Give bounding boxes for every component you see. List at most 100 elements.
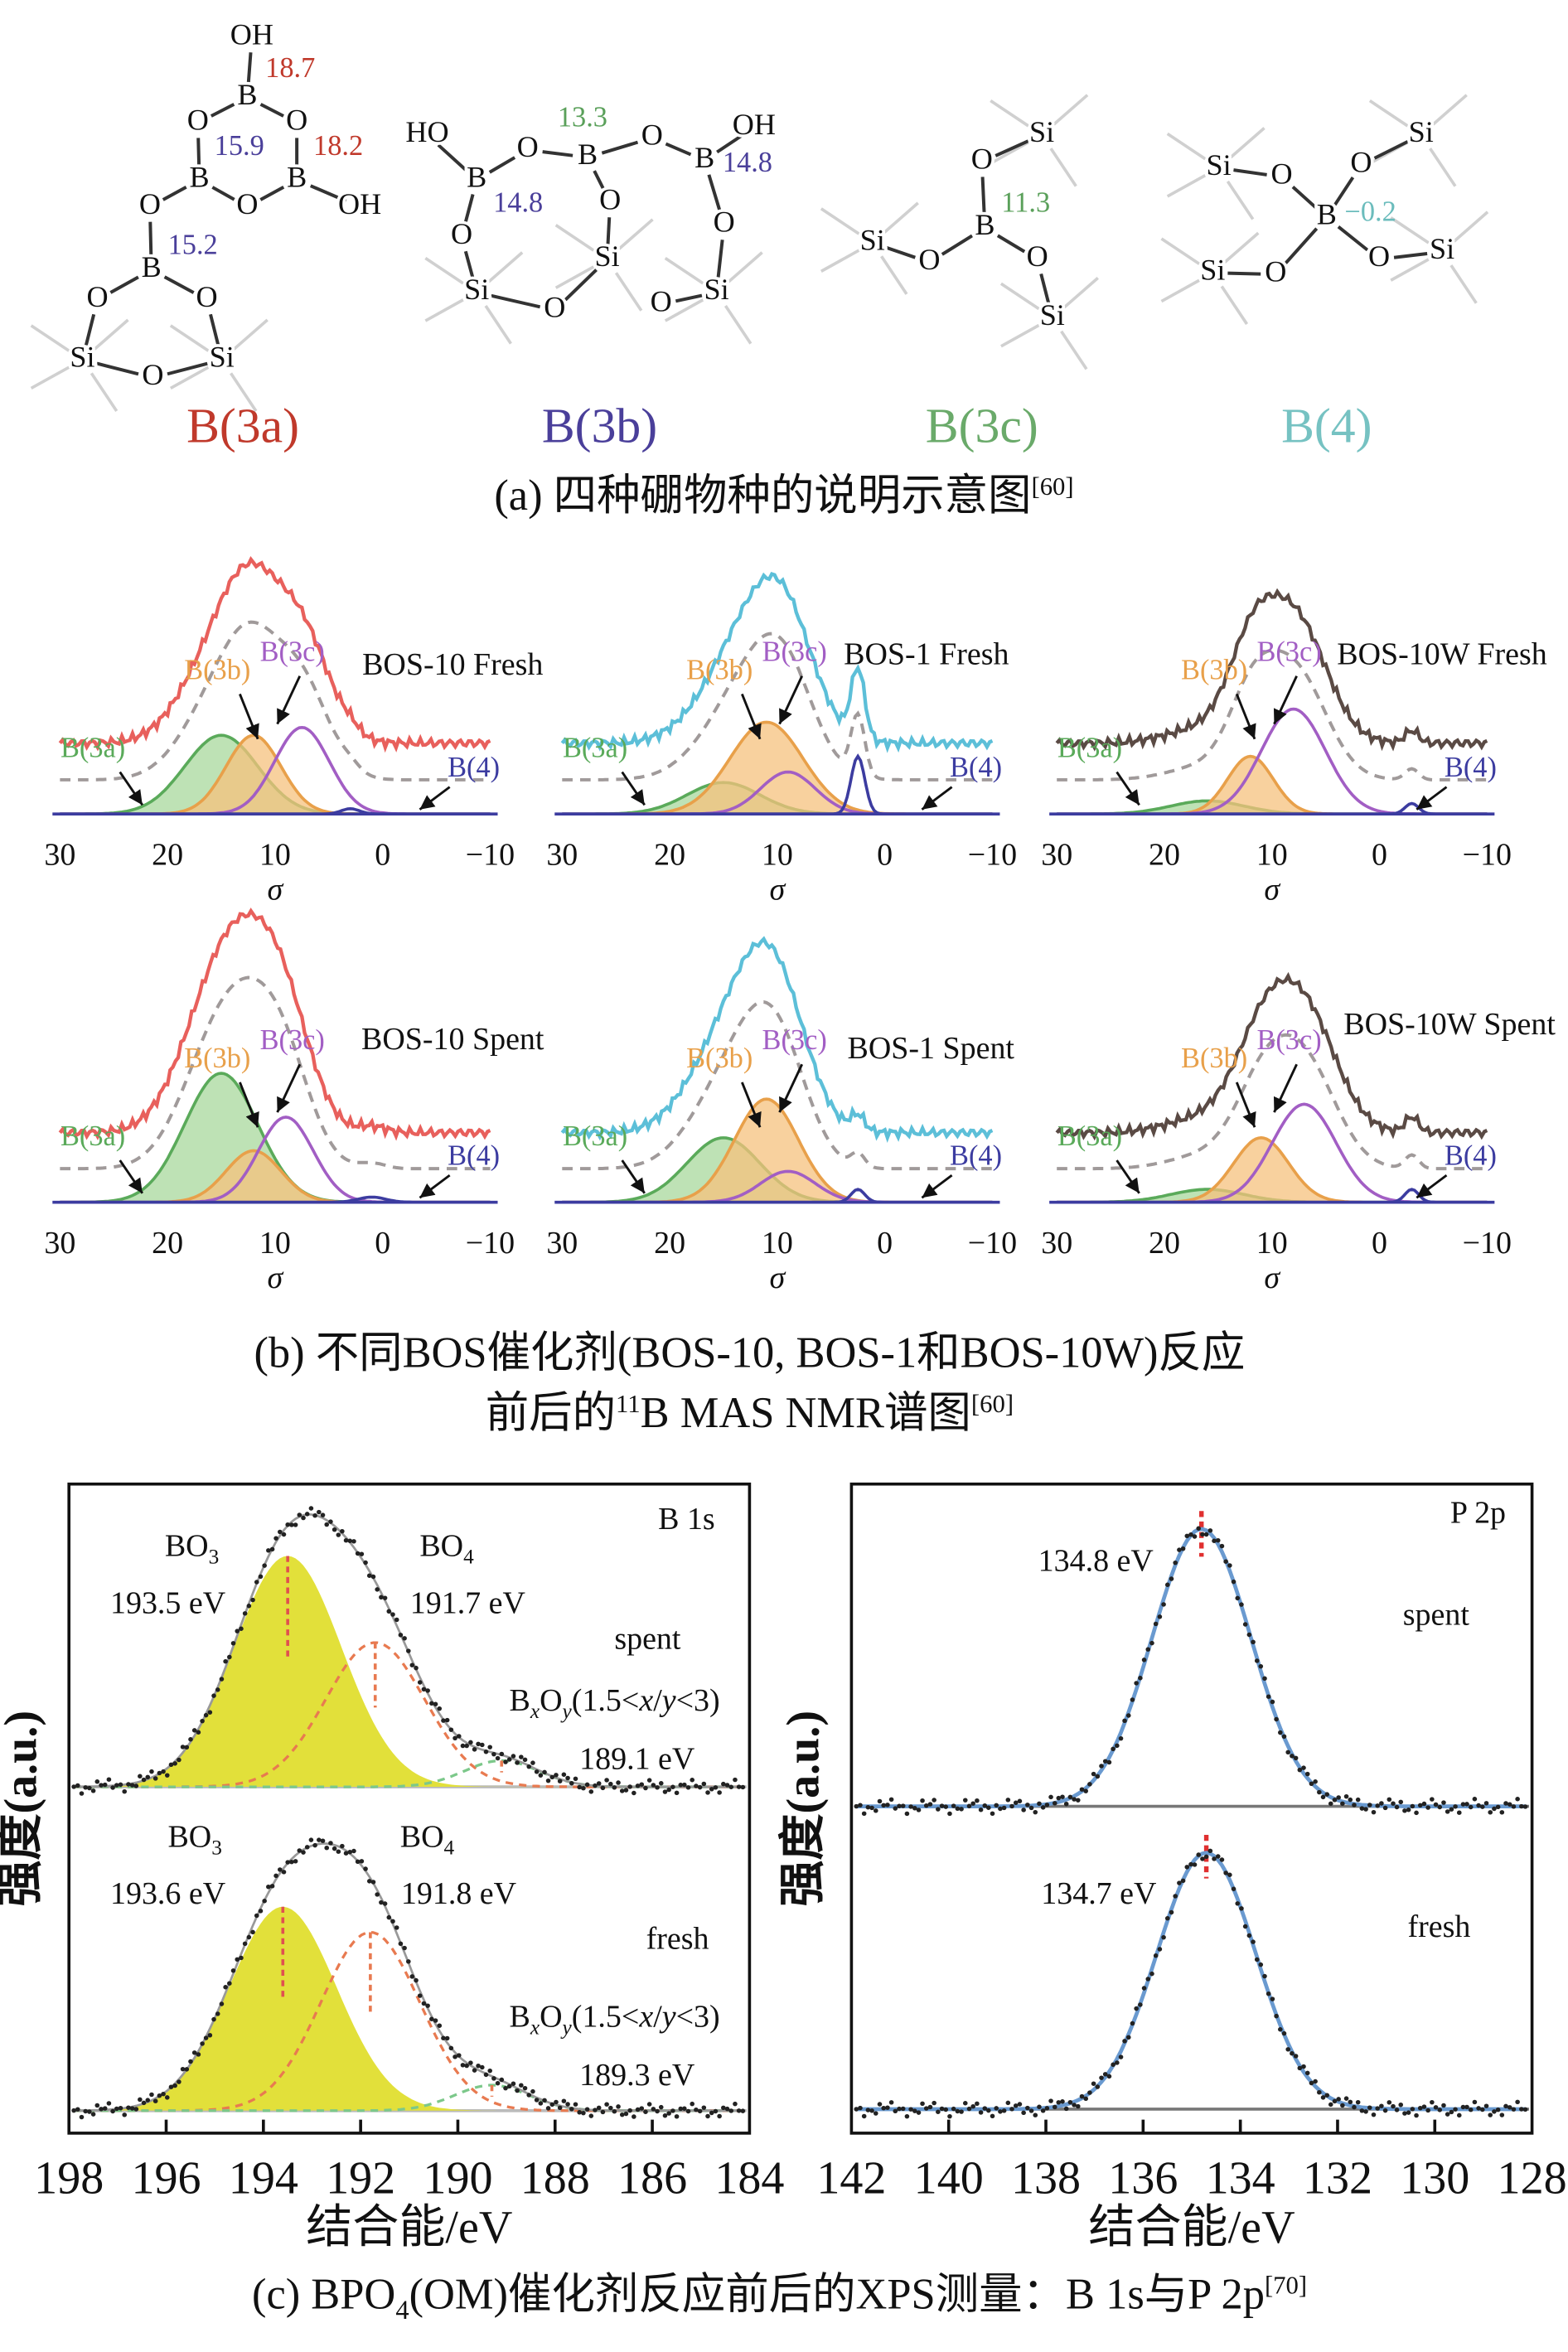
component-label: B(4) [950, 1140, 1002, 1171]
substituent-bond [1000, 323, 1040, 348]
component-label: B(4) [1445, 752, 1497, 783]
atom-o: O [544, 291, 565, 324]
bond [163, 275, 195, 294]
substituent-bond [554, 265, 595, 289]
atom-o: O [1270, 157, 1292, 191]
bond [1039, 273, 1051, 304]
substituent-bond [1368, 99, 1409, 128]
atom-oh: OH [733, 108, 776, 141]
atom-si: Si [1206, 148, 1231, 181]
x-tick-label: −10 [968, 838, 1017, 873]
spectrum-state-label: fresh [646, 1921, 709, 1956]
bond [162, 185, 187, 201]
x-tick-label: 30 [44, 1226, 75, 1261]
x-tick-label: 30 [1041, 838, 1072, 873]
substituent-bond [424, 298, 464, 322]
peak-energy-label: 189.1 eV [579, 1741, 694, 1776]
component-label: B(4) [1445, 1140, 1497, 1171]
bond [1373, 140, 1409, 160]
bond [148, 221, 153, 255]
x-tick-label: 186 [617, 2152, 687, 2204]
peak-name-part: y [659, 1683, 676, 1718]
bond [437, 143, 467, 172]
experimental-spectrum-line [1055, 971, 1488, 1141]
bond [1333, 176, 1355, 206]
substituent-bond [169, 365, 210, 390]
component-label: B(3c) [260, 1024, 325, 1056]
x-tick-label: 20 [1149, 838, 1180, 873]
x-tick-label: −10 [466, 838, 515, 873]
substituent-bond [1429, 148, 1457, 187]
component-label: B(3a) [563, 1120, 627, 1152]
pointer-arrow [239, 693, 259, 740]
atom-o: O [1027, 240, 1048, 273]
data-points [854, 1848, 1528, 2119]
component-label: B(3a) [563, 732, 627, 763]
x-tick-label: 0 [375, 838, 390, 873]
plot-title: P 2p [1450, 1496, 1506, 1531]
peak-name: BO [419, 1529, 463, 1564]
atom-o: O [918, 243, 940, 276]
component-label: B(3c) [762, 636, 827, 668]
component-label: B(3b) [1181, 1043, 1247, 1074]
peak-name-part: B [510, 1683, 530, 1718]
x-tick-label: 10 [1256, 1226, 1288, 1261]
substituent-bond [1160, 237, 1201, 265]
x-tick-label: 20 [1149, 1226, 1180, 1261]
atom-oh: OH [230, 18, 273, 51]
caption-c-sub: 4 [395, 2296, 409, 2325]
atom-o: O [187, 104, 209, 137]
peak-name-part: y [659, 1999, 676, 2034]
chemical-shift-label: 15.9 [215, 130, 264, 162]
atom-si: Si [594, 240, 619, 273]
atom-o: O [87, 280, 109, 313]
x-tick-label: 30 [1041, 1226, 1072, 1261]
spectrum-state-label: spent [614, 1622, 681, 1657]
substituent-bond [664, 298, 704, 322]
peak-name-label: BO4 [419, 1529, 474, 1569]
caption-a-text: (a) 四种硼物种的说明示意图 [494, 472, 1031, 520]
x-tick-label: 30 [546, 838, 578, 873]
bond [488, 156, 516, 174]
x-tick-label: 192 [326, 2152, 395, 2204]
bond [707, 174, 722, 211]
nmr-plot-bos-10-spent: 30 20 10 0 −10 σ BOS-10 Spent B(3a) B(3b) B(3c) B(… [44, 907, 544, 1295]
peak-energy-label: 191.8 eV [401, 1876, 516, 1911]
fit-envelope-line [1057, 1033, 1488, 1171]
x-axis-label: σ [769, 872, 786, 907]
peak-name-subscript: 4 [463, 1546, 474, 1569]
pointer-arrow [119, 1159, 144, 1194]
peak-name-label: BO4 [400, 1819, 455, 1859]
peak-name-label: BO3 [167, 1819, 221, 1859]
chemical-shift-label: 15.2 [168, 229, 218, 260]
x-axis-label: 结合能/eV [1088, 2202, 1295, 2253]
x-axis-label: σ [769, 1261, 786, 1295]
x-axis-label: σ [268, 872, 284, 907]
bond [1393, 252, 1428, 259]
caption-b-pre: 前后的 [486, 1389, 616, 1437]
x-tick-label: 138 [1011, 2152, 1081, 2204]
atom-b: B [142, 250, 162, 283]
bond [1227, 271, 1261, 276]
peak-name-part: (1.5< [572, 1683, 640, 1718]
peak-name-part: x [530, 2016, 540, 2040]
bond [196, 138, 201, 166]
pointer-arrow [921, 1174, 953, 1199]
x-tick-label: 184 [714, 2152, 784, 2204]
plot-title: B 1s [658, 1502, 715, 1537]
pointer-arrow [276, 1063, 302, 1113]
substituent-bond [93, 318, 129, 351]
peak-name: BO [400, 1819, 444, 1854]
species-label: B(3c) [926, 399, 1038, 453]
peak-name-part: <3) [676, 1683, 720, 1718]
bond [209, 313, 220, 346]
x-axis-label: σ [1264, 1261, 1280, 1295]
molecule-b3c: O Si B Si O O Si 11.3 B(3c) [820, 94, 1099, 453]
x-tick-label: 136 [1108, 2152, 1178, 2204]
peak-name-label: BxOy(1.5<x/y<3) [510, 1999, 720, 2039]
peak-name-part: / [653, 1683, 662, 1718]
caption-c-post: (OM)催化剂反应前后的XPS测量：B 1s与P 2p [409, 2271, 1265, 2319]
